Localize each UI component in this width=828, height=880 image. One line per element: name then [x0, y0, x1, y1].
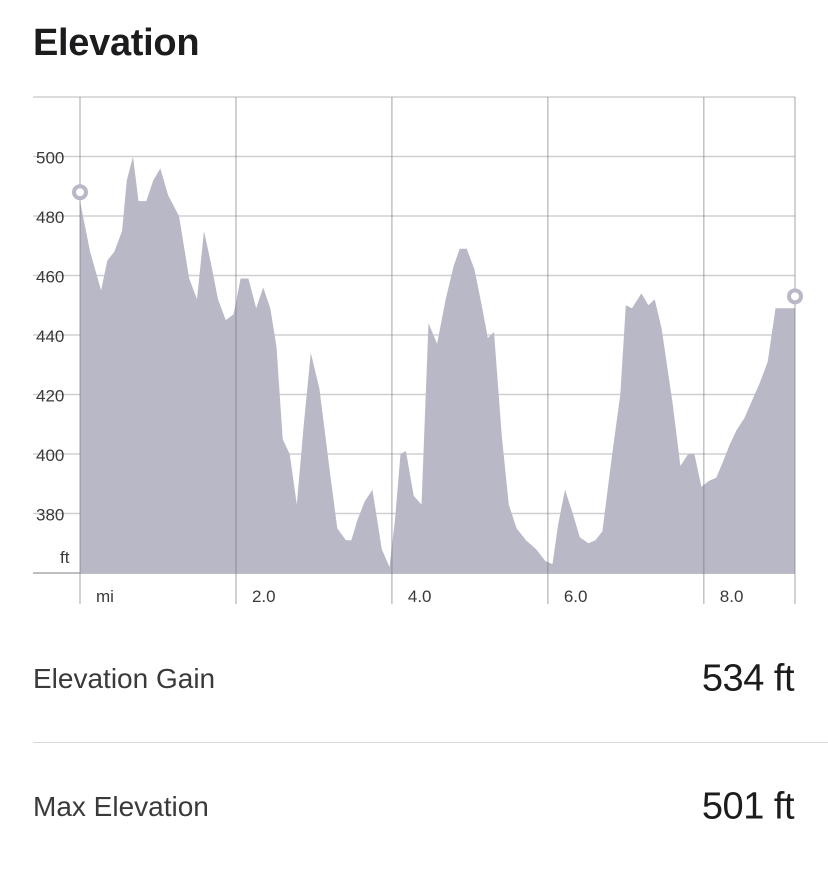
start-marker — [72, 184, 88, 201]
max-elevation-row: Max Elevation 501 ft — [33, 777, 795, 837]
elevation-gain-row: Elevation Gain 534 ft — [33, 649, 795, 709]
chart-area-layer — [80, 156, 795, 573]
y-tick-label: 460 — [36, 268, 64, 287]
stats-divider — [33, 742, 828, 743]
y-tick-label: 480 — [36, 208, 64, 227]
y-tick-label: 380 — [36, 506, 64, 525]
y-tick-label: 440 — [36, 327, 64, 346]
elevation-area — [80, 156, 795, 573]
x-tick-label: 8.0 — [720, 587, 744, 606]
y-tick-label: 500 — [36, 149, 64, 168]
chart-markers — [72, 184, 803, 305]
x-tick-label: 4.0 — [408, 587, 432, 606]
x-tick-label: 6.0 — [564, 587, 588, 606]
page-title: Elevation — [33, 22, 200, 64]
max-elevation-label: Max Elevation — [33, 791, 209, 822]
elevation-gain-label: Elevation Gain — [33, 663, 216, 694]
x-tick-label: 2.0 — [252, 587, 276, 606]
y-tick-label: 420 — [36, 387, 64, 406]
chart-tick-labels: 500 480 460 440 420 400 380 ft mi 2.0 4.0 6.0 8.0 — [36, 149, 743, 607]
x-tick-label: mi — [96, 587, 114, 606]
y-axis-unit-label: ft — [60, 548, 70, 567]
max-elevation-value: 501 ft — [701, 785, 795, 828]
elevation-gain-value: 534 ft — [701, 657, 795, 700]
end-marker — [787, 288, 803, 305]
elevation-chart[interactable]: 500 480 460 440 420 400 380 ft mi 2.0 4.0 6.0 8.0 — [0, 0, 828, 620]
y-tick-label: 400 — [36, 446, 64, 465]
chart-vertical-grid — [79, 97, 796, 604]
